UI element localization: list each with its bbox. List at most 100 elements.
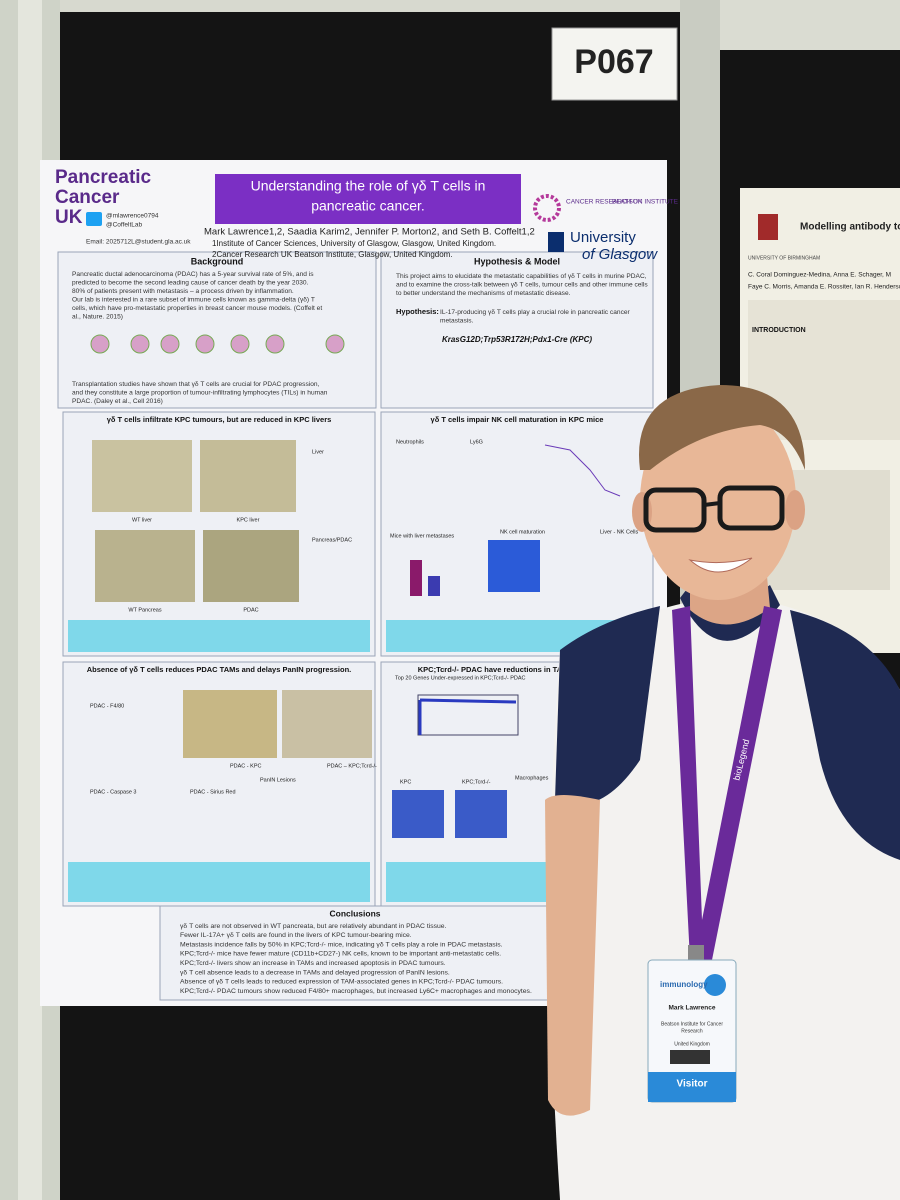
badge-country: United Kingdom	[674, 1041, 710, 1047]
model-label: KrasG12D;Trp53R172H;Pdx1-Cre (KPC)	[442, 335, 592, 344]
panel-heading: γδ T cells impair NK cell maturation in …	[431, 415, 604, 424]
micrograph	[282, 690, 372, 758]
hair	[639, 385, 805, 470]
badge-footer	[648, 1072, 736, 1102]
micrograph	[183, 690, 277, 758]
figure-label: KPC;Tcrd-/-	[462, 779, 491, 785]
hypothesis-line: IL-17-producing γδ T cells play a crucia…	[440, 309, 631, 316]
figure-label: Ly6G	[470, 439, 483, 445]
flow-plot	[488, 540, 540, 592]
partner-logo: CANCER RESEARCH UK	[566, 199, 643, 206]
diagram-cell	[325, 334, 345, 354]
side-heading: INTRODUCTION	[752, 327, 806, 334]
glasgow-crest	[548, 232, 564, 252]
hypothesis-label: Hypothesis:	[396, 307, 439, 316]
panel-heading: Absence of γδ T cells reduces PDAC TAMs …	[87, 665, 352, 674]
diagram-cell	[195, 334, 215, 354]
glasses-bridge	[703, 501, 721, 507]
hypothesis-line: to better understand the mechanisms of m…	[396, 290, 571, 297]
side-title: Modelling antibody to Ompl	[800, 222, 900, 233]
twitter-handle: @mlawrence0794	[106, 213, 159, 220]
conclusion-line: KPC;Tcrd-/- livers show an increase in T…	[180, 960, 446, 967]
background-line: Pancreatic ductal adenocarcinoma (PDAC) …	[72, 271, 314, 278]
hypothesis-line: and to examine the cross-talk between γδ…	[396, 281, 648, 288]
logo-word: Pancreatic	[55, 167, 152, 188]
ear	[785, 490, 805, 530]
section-heading: Conclusions	[329, 908, 380, 918]
caption-box	[68, 862, 370, 902]
badge-logo	[704, 974, 726, 996]
arm-left	[545, 795, 600, 1116]
conclusion-line: Fewer IL-17A+ γδ T cells are found in th…	[180, 932, 412, 939]
conclusion-line: γδ T cell absence leads to a decrease in…	[180, 969, 450, 976]
figure-label: Macrophages	[515, 775, 549, 781]
frame-top-right	[720, 0, 900, 50]
diagram-cell	[90, 334, 110, 354]
figure-label: PanIN Lesions	[260, 777, 296, 783]
email: Email: 2025712L@student.gla.ac.uk	[86, 239, 191, 246]
sign-card	[551, 27, 678, 101]
figure-label: Mice with liver metastases	[390, 533, 454, 539]
conclusion-line: γδ T cells are not observed in WT pancre…	[180, 923, 447, 930]
frame-post	[18, 0, 42, 1200]
hypothesis-line: This project aims to elucidate the metas…	[396, 273, 647, 280]
person: immunology Mark Lawrence Beatson Institute…	[545, 385, 900, 1200]
badge-org: Beatson Institute for Cancer	[661, 1021, 723, 1027]
frame-top	[60, 0, 680, 12]
background-line: and they constitute a large proportion o…	[72, 389, 328, 396]
poster-title: pancreatic cancer.	[311, 198, 425, 214]
survival-curve	[544, 444, 621, 497]
background-line: al., Nature. 2015)	[72, 313, 123, 320]
barcode	[670, 1050, 710, 1064]
section-heading: Background	[191, 256, 244, 266]
conclusion-line: Metastasis incidence falls by 50% in KPC…	[180, 941, 503, 948]
figure-bars	[418, 698, 517, 735]
background-line: Our lab is interested in a rare subset o…	[72, 296, 315, 303]
micrograph	[92, 440, 192, 512]
glasses-lens	[643, 487, 707, 533]
partner-logo: University	[570, 229, 636, 246]
background-line: predicted to become the second leading c…	[72, 279, 309, 286]
conclusion-line: KPC;Tcrd-/- mice have fewer mature (CD11…	[180, 951, 501, 958]
glasses-lens	[717, 485, 785, 531]
hypothesis-line: metastasis.	[440, 317, 474, 324]
diagram-cell	[265, 334, 285, 354]
background-line: Transplantation studies have shown that …	[72, 381, 320, 388]
twitter-icon	[86, 212, 102, 226]
micrograph	[200, 440, 296, 512]
cruk-logo	[533, 194, 561, 222]
poster-title: Understanding the role of γδ T cells in	[251, 178, 486, 194]
sign-number: P067	[574, 43, 653, 81]
figure-label: PDAC	[243, 607, 258, 613]
figure-label: WT Pancreas	[128, 607, 161, 613]
figure-label: Neutrophils	[396, 439, 424, 445]
figure-label: PDAC - F4/80	[90, 703, 124, 709]
twitter-handle: @CoffeltLab	[106, 222, 142, 229]
figure-label: Top 20 Genes Under-expressed in KPC;Tcrd…	[395, 675, 526, 681]
side-institution: UNIVERSITY OF BIRMINGHAM	[748, 255, 820, 261]
authors: Mark Lawrence1,2, Saadia Karim2, Jennife…	[204, 227, 535, 238]
background-line: cells, which have pro-metastatic propert…	[72, 305, 322, 312]
smile	[688, 557, 753, 573]
conclusion-line: Absence of γδ T cells leads to reduced e…	[180, 979, 503, 986]
figure-axes	[417, 694, 519, 736]
lanyard	[672, 606, 782, 960]
background-line: 80% of patients present with metastasis …	[72, 288, 294, 295]
badge-org: Research	[681, 1028, 703, 1034]
title-banner	[215, 174, 521, 224]
badge-name: Mark Lawrence	[669, 1005, 716, 1012]
flow-plot	[455, 790, 507, 838]
micrograph	[95, 530, 195, 602]
diagram-cell	[230, 334, 250, 354]
logo-word: UK	[55, 207, 83, 228]
figure-label: NK cell maturation	[500, 529, 545, 535]
side-authors: C. Coral Dominguez-Medina, Anna E. Schag…	[748, 272, 891, 279]
side-authors: Faye C. Morris, Amanda E. Rossiter, Ian …	[748, 284, 900, 291]
figure-bar	[428, 576, 440, 596]
section-heading: Hypothesis & Model	[474, 256, 560, 266]
panel-heading: γδ T cells infiltrate KPC tumours, but a…	[107, 415, 332, 424]
figure-label: PDAC - KPC	[230, 763, 262, 769]
sleeve-left	[555, 606, 660, 805]
